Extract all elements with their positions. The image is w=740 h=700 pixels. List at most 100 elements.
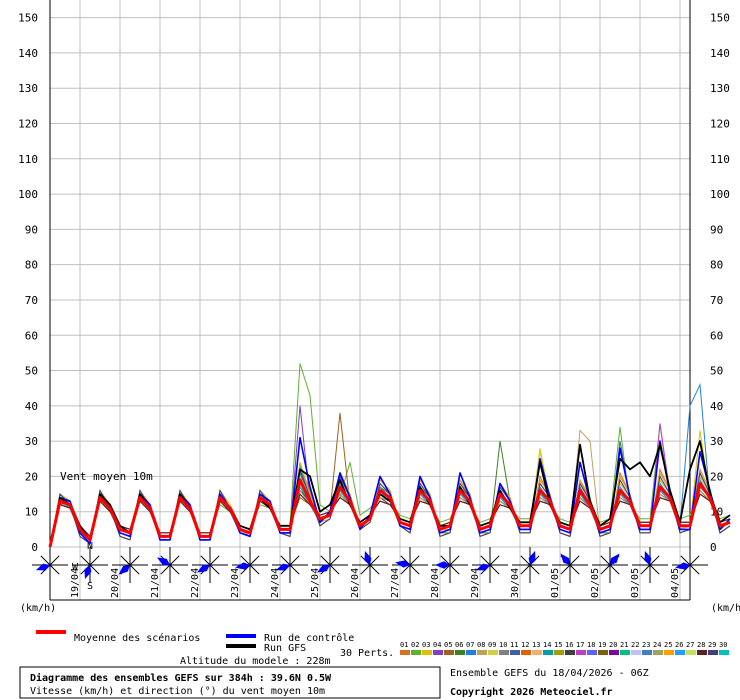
wind-rose-axis xyxy=(89,555,100,566)
legend: Moyenne des scénarios Run de contrôle Ru… xyxy=(36,630,729,659)
perturbation-line-02 xyxy=(49,363,731,548)
perturbation-legend-number: 27 xyxy=(686,641,694,649)
perturbation-legend-number: 22 xyxy=(631,641,639,649)
wind-rose xyxy=(632,547,668,583)
wind-rose-blade xyxy=(395,560,410,568)
x-tick-label: 01/05 xyxy=(550,568,561,598)
legend-gfs-label: Run GFS xyxy=(264,643,306,654)
wind-rose-axis xyxy=(329,555,340,566)
perturbation-legend-number: 05 xyxy=(444,641,452,649)
perturbation-legend-number: 14 xyxy=(543,641,551,649)
wind-rose xyxy=(312,547,348,583)
unit-label-left: (km/h) xyxy=(20,603,56,614)
perturbation-series xyxy=(49,363,731,548)
wind-rose xyxy=(272,547,308,583)
y-tick-label-left: 60 xyxy=(25,329,38,342)
perturbation-legend-swatch xyxy=(422,650,432,655)
run-info: Ensemble GEFS du 18/04/2026 - 06Z xyxy=(450,668,649,679)
perturbation-legend-number: 09 xyxy=(488,641,496,649)
perturbation-legend-number: 12 xyxy=(521,641,529,649)
y-tick-label-right: 0 xyxy=(710,541,717,554)
y-tick-label-left: 50 xyxy=(25,365,38,378)
wind-rose-axis xyxy=(249,555,260,566)
y-tick-label-left: 20 xyxy=(25,470,38,483)
wind-rose-axis xyxy=(160,564,171,575)
legend-perts-label: 30 Perts. xyxy=(340,648,394,659)
wind-rose-blade xyxy=(528,550,536,565)
y-tick-label-left: 30 xyxy=(25,435,38,448)
perturbation-legend-swatch xyxy=(631,650,641,655)
perturbation-legend-number: 21 xyxy=(620,641,628,649)
legend-mean-label: Moyenne des scénarios xyxy=(74,632,200,644)
wind-rose-axis xyxy=(169,564,180,575)
copyright: Copyright 2026 Meteociel.fr xyxy=(450,686,613,698)
wind-rose-axis xyxy=(569,564,580,575)
wind-rose-axis xyxy=(680,564,691,575)
wind-rose-axis xyxy=(249,564,260,575)
perturbation-legend-swatch xyxy=(686,650,696,655)
wind-rose-axis xyxy=(209,555,220,566)
wind-rose-axis xyxy=(480,555,491,566)
perturbation-legend-number: 10 xyxy=(499,641,507,649)
wind-rose-axis xyxy=(240,555,251,566)
y-tick-label-left: 90 xyxy=(25,223,38,236)
wind-rose-axis xyxy=(369,564,380,575)
wind-rose-blade xyxy=(317,564,330,573)
wind-rose xyxy=(512,547,548,583)
wind-rose-axis xyxy=(80,555,91,566)
wind-rose-blade xyxy=(35,563,50,571)
wind-rose-axis xyxy=(369,555,380,566)
x-tick-label: 28/04 xyxy=(430,568,441,598)
wind-rose-axis xyxy=(400,564,411,575)
perturbation-legend-swatch xyxy=(675,650,685,655)
perturbation-legend-swatch xyxy=(587,650,597,655)
compass-label-w: W xyxy=(72,562,79,573)
wind-rose-blade xyxy=(118,565,130,575)
perturbation-legend-swatch xyxy=(576,650,586,655)
wind-rose-axis xyxy=(600,564,611,575)
perturbation-line-28 xyxy=(49,493,731,548)
wind-rose-axis xyxy=(280,555,291,566)
perturbation-legend-number: 11 xyxy=(510,641,518,649)
perturbation-legend-swatch xyxy=(609,650,619,655)
perturbation-legend-number: 24 xyxy=(653,641,661,649)
wind-rose-axis xyxy=(169,555,180,566)
x-tick-label: 26/04 xyxy=(350,568,361,598)
perturbation-legend-number: 30 xyxy=(719,641,727,649)
wind-rose-blade xyxy=(435,561,450,569)
wind-rose xyxy=(112,547,148,583)
x-tick-label: 24/04 xyxy=(270,568,281,598)
wind-rose-axis xyxy=(200,555,211,566)
wind-rose-axis xyxy=(560,564,571,575)
wind-rose-axis xyxy=(40,555,51,566)
altitude-label: Altitude du modele : 228m xyxy=(180,656,331,667)
perturbation-legend-number: 19 xyxy=(598,641,606,649)
wind-rose-axis xyxy=(289,564,300,575)
wind-rose-axis xyxy=(240,564,251,575)
wind-rose-axis xyxy=(520,555,531,566)
perturbation-legend-swatch xyxy=(697,650,707,655)
wind-rose-axis xyxy=(49,564,60,575)
perturbation-legend-number: 23 xyxy=(642,641,650,649)
wind-rose-axis xyxy=(409,564,420,575)
wind-rose-blade xyxy=(197,564,210,573)
wind-rose-axis xyxy=(89,564,100,575)
wind-rose-axis xyxy=(640,564,651,575)
wind-rose xyxy=(592,547,628,583)
x-tick-label: 29/04 xyxy=(470,568,481,598)
y-tick-label-right: 50 xyxy=(710,365,723,378)
perturbation-legend-number: 20 xyxy=(609,641,617,649)
wind-rose-axis xyxy=(569,555,580,566)
wind-rose xyxy=(232,547,268,583)
perturbation-legend: 01 02 03 04 05 06 07 08 09 10 11 12 13 14 15 16 17 18 19 20… xyxy=(400,641,729,655)
wind-rose xyxy=(72,547,108,583)
wind-rose-blade xyxy=(364,550,372,565)
wind-rose-axis xyxy=(449,564,460,575)
y-tick-label-right: 150 xyxy=(710,12,730,25)
perturbation-legend-number: 03 xyxy=(422,641,430,649)
x-tick-label: 30/04 xyxy=(510,568,521,598)
compass-label-s: S xyxy=(87,581,93,592)
wind-rose-axis xyxy=(440,564,451,575)
wind-rose-blade xyxy=(84,565,92,580)
info-box-subtitle: Vitesse (km/h) et direction (°) du vent … xyxy=(30,686,325,697)
